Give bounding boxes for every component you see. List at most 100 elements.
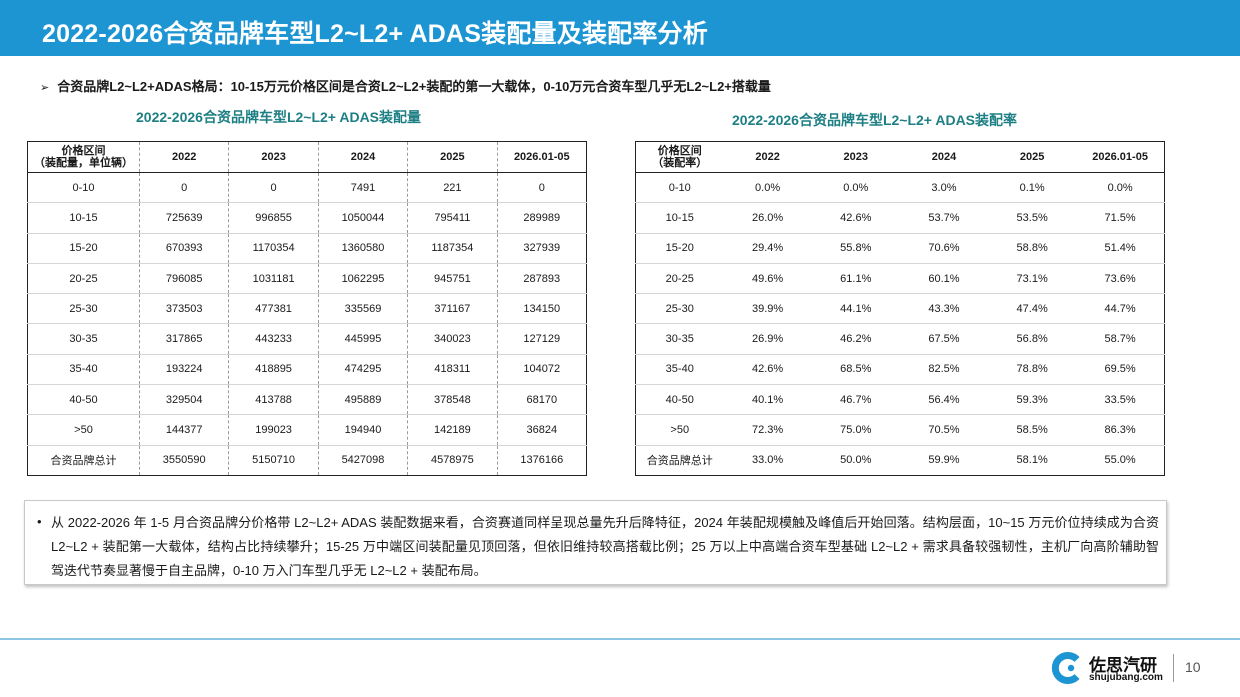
value-cell: 44.1% bbox=[811, 293, 900, 325]
value-cell: 193224 bbox=[139, 354, 230, 386]
title-bar: 2022-2026合资品牌车型L2~L2+ ADAS装配量及装配率分析 bbox=[0, 0, 1240, 56]
page-title: 2022-2026合资品牌车型L2~L2+ ADAS装配量及装配率分析 bbox=[42, 20, 708, 48]
table-row: 35-40 193224 418895 474295 418311 104072 bbox=[27, 354, 587, 386]
value-cell: 104072 bbox=[497, 354, 587, 386]
table-row: >50 144377 199023 194940 142189 36824 bbox=[27, 414, 587, 446]
header-year: 2025 bbox=[407, 141, 498, 173]
value-cell: 329504 bbox=[139, 384, 230, 416]
price-range-cell: 25-30 bbox=[635, 293, 724, 325]
table-row: 10-15 26.0% 42.6% 53.7% 53.5% 71.5% bbox=[635, 202, 1165, 234]
table-row: 25-30 39.9% 44.1% 43.3% 47.4% 44.7% bbox=[635, 293, 1165, 325]
value-cell: 55.0% bbox=[1076, 444, 1165, 476]
table-row: 20-25 796085 1031181 1062295 945751 287893 bbox=[27, 263, 587, 295]
table-row: >50 72.3% 75.0% 70.5% 58.5% 86.3% bbox=[635, 414, 1165, 446]
header-year: 2024 bbox=[318, 141, 409, 173]
value-cell: 1062295 bbox=[318, 263, 409, 295]
price-range-cell: >50 bbox=[635, 414, 724, 446]
value-cell: 44.7% bbox=[1076, 293, 1165, 325]
value-cell: 0.0% bbox=[1076, 172, 1165, 204]
value-cell: 72.3% bbox=[723, 414, 812, 446]
value-cell: 26.0% bbox=[723, 202, 812, 234]
value-cell: 0 bbox=[497, 172, 587, 204]
value-cell: 221 bbox=[407, 172, 498, 204]
price-range-cell: 10-15 bbox=[635, 202, 724, 234]
price-range-cell: 35-40 bbox=[635, 354, 724, 386]
value-cell: 70.5% bbox=[899, 414, 989, 446]
table-row: 40-50 40.1% 46.7% 56.4% 59.3% 33.5% bbox=[635, 384, 1165, 416]
price-range-cell: 30-35 bbox=[635, 323, 724, 355]
price-range-cell: 0-10 bbox=[27, 172, 140, 204]
header-year: 2026.01-05 bbox=[497, 141, 587, 173]
table-row: 15-20 670393 1170354 1360580 1187354 327939 bbox=[27, 233, 587, 264]
value-cell: 0 bbox=[228, 172, 319, 204]
table-row: 0-10 0.0% 0.0% 3.0% 0.1% 0.0% bbox=[635, 172, 1165, 204]
value-cell: 0.1% bbox=[988, 172, 1077, 204]
value-cell: 33.5% bbox=[1076, 384, 1165, 416]
key-point-text: 合资品牌L2~L2+ADAS格局：10-15万元价格区间是合资L2~L2+装配的… bbox=[57, 79, 771, 94]
price-range-cell: 20-25 bbox=[635, 263, 724, 295]
value-cell: 0 bbox=[139, 172, 230, 204]
value-cell: 73.1% bbox=[988, 263, 1077, 295]
brand-website: shujubang.com bbox=[1089, 672, 1163, 683]
price-range-cell: 合资品牌总计 bbox=[27, 444, 140, 476]
value-cell: 68.5% bbox=[811, 354, 900, 386]
value-cell: 49.6% bbox=[723, 263, 812, 295]
value-cell: 373503 bbox=[139, 293, 230, 325]
value-cell: 86.3% bbox=[1076, 414, 1165, 446]
table-row: 20-25 49.6% 61.1% 60.1% 73.1% 73.6% bbox=[635, 263, 1165, 295]
key-point-line: ➢ 合资品牌L2~L2+ADAS格局：10-15万元价格区间是合资L2~L2+装配… bbox=[40, 76, 771, 95]
header-year: 2023 bbox=[811, 141, 900, 173]
table-row: 25-30 373503 477381 335569 371167 134150 bbox=[27, 293, 587, 325]
value-cell: 53.5% bbox=[988, 202, 1077, 234]
analysis-note-text: 从 2022-2026 年 1-5 月合资品牌分价格带 L2~L2+ ADAS … bbox=[51, 515, 1159, 578]
table-header-row: 价格区间 （装配量，单位辆） 2022 2023 2024 2025 2026.0… bbox=[27, 141, 587, 173]
rate-table-title: 2022-2026合资品牌车型L2~L2+ ADAS装配率 bbox=[732, 112, 1018, 128]
value-cell: 39.9% bbox=[723, 293, 812, 325]
value-cell: 144377 bbox=[139, 414, 230, 446]
value-cell: 70.6% bbox=[899, 233, 989, 264]
value-cell: 134150 bbox=[497, 293, 587, 325]
value-cell: 58.1% bbox=[988, 444, 1077, 476]
arrow-bullet-icon: ➢ bbox=[40, 82, 50, 94]
value-cell: 725639 bbox=[139, 202, 230, 234]
table-row: 15-20 29.4% 55.8% 70.6% 58.8% 51.4% bbox=[635, 233, 1165, 264]
value-cell: 199023 bbox=[228, 414, 319, 446]
value-cell: 53.7% bbox=[899, 202, 989, 234]
value-cell: 317865 bbox=[139, 323, 230, 355]
value-cell: 58.7% bbox=[1076, 323, 1165, 355]
value-cell: 327939 bbox=[497, 233, 587, 264]
value-cell: 40.1% bbox=[723, 384, 812, 416]
value-cell: 378548 bbox=[407, 384, 498, 416]
footer-divider bbox=[0, 638, 1240, 640]
table-row: 0-10 0 0 7491 221 0 bbox=[27, 172, 587, 204]
footer-separator bbox=[1173, 654, 1174, 682]
table-header-row: 价格区间 （装配率） 2022 2023 2024 2025 2026.01-05 bbox=[635, 141, 1165, 173]
value-cell: 47.4% bbox=[988, 293, 1077, 325]
value-cell: 71.5% bbox=[1076, 202, 1165, 234]
value-cell: 1376166 bbox=[497, 444, 587, 476]
table-total-row: 合资品牌总计 33.0% 50.0% 59.9% 58.1% 55.0% bbox=[635, 444, 1165, 476]
volume-table-title: 2022-2026合资品牌车型L2~L2+ ADAS装配量 bbox=[136, 109, 422, 125]
value-cell: 42.6% bbox=[811, 202, 900, 234]
zuosi-logo-icon bbox=[1051, 652, 1080, 684]
price-range-cell: 40-50 bbox=[27, 384, 140, 416]
value-cell: 42.6% bbox=[723, 354, 812, 386]
value-cell: 418895 bbox=[228, 354, 319, 386]
brand-name-cn: 佐思汽研 bbox=[1089, 656, 1157, 675]
value-cell: 82.5% bbox=[899, 354, 989, 386]
value-cell: 1187354 bbox=[407, 233, 498, 264]
value-cell: 7491 bbox=[318, 172, 409, 204]
table-row: 35-40 42.6% 68.5% 82.5% 78.8% 69.5% bbox=[635, 354, 1165, 386]
value-cell: 996855 bbox=[228, 202, 319, 234]
value-cell: 43.3% bbox=[899, 293, 989, 325]
value-cell: 5427098 bbox=[318, 444, 409, 476]
price-range-cell: 合资品牌总计 bbox=[635, 444, 724, 476]
value-cell: 127129 bbox=[497, 323, 587, 355]
value-cell: 477381 bbox=[228, 293, 319, 325]
price-range-cell: 35-40 bbox=[27, 354, 140, 386]
volume-table: 价格区间 （装配量，单位辆） 2022 2023 2024 2025 2026.0… bbox=[27, 141, 587, 476]
value-cell: 371167 bbox=[407, 293, 498, 325]
table-row: 30-35 317865 443233 445995 340023 127129 bbox=[27, 323, 587, 355]
price-range-cell: 25-30 bbox=[27, 293, 140, 325]
value-cell: 670393 bbox=[139, 233, 230, 264]
